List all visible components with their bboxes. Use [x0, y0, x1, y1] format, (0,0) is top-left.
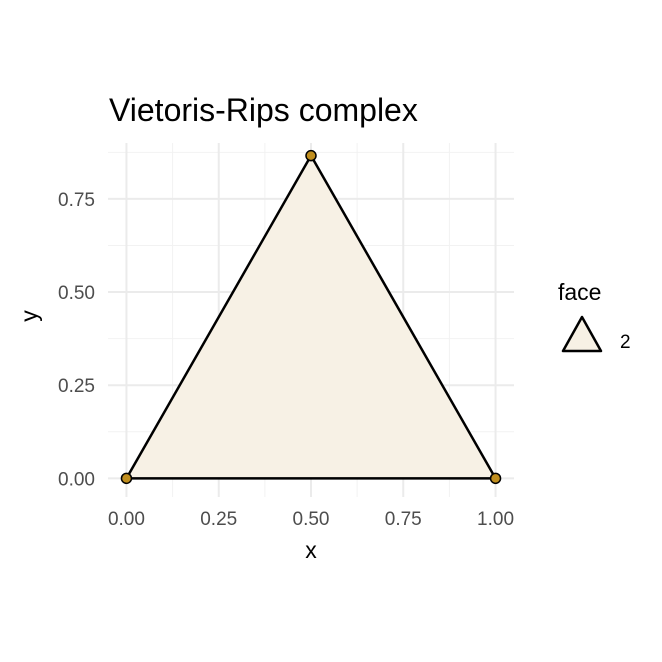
x-tick-label: 0.25 — [200, 509, 237, 530]
x-axis-label: x — [305, 537, 317, 563]
chart-title: Vietoris-Rips complex — [109, 92, 418, 128]
vertices — [120, 149, 502, 485]
x-tick-label: 1.00 — [477, 509, 514, 530]
edge — [309, 154, 497, 480]
vertex-point — [489, 472, 502, 485]
legend-title: face — [558, 279, 601, 305]
vertex-point — [305, 149, 317, 162]
y-tick-label: 0.50 — [58, 283, 95, 304]
x-axis-ticks: 0.00 0.25 0.50 0.75 1.00 — [108, 509, 514, 530]
y-tick-label: 0.25 — [58, 376, 95, 397]
y-axis-ticks: 0.00 0.25 0.50 0.75 — [58, 190, 95, 490]
edges — [125, 154, 497, 480]
vertex-point — [120, 472, 133, 485]
face-triangle — [126, 155, 496, 479]
y-tick-label: 0.00 — [58, 469, 95, 490]
x-tick-label: 0.75 — [385, 509, 422, 530]
legend-key-triangle — [561, 315, 603, 353]
y-tick-label: 0.75 — [58, 190, 95, 211]
faces — [126, 155, 496, 479]
x-tick-label: 0.50 — [293, 509, 330, 530]
x-tick-label: 0.00 — [108, 509, 145, 530]
legend: face 2 — [558, 279, 631, 353]
y-axis-label: y — [16, 310, 42, 322]
edge — [125, 154, 313, 480]
legend-entry-label: 2 — [620, 332, 631, 353]
